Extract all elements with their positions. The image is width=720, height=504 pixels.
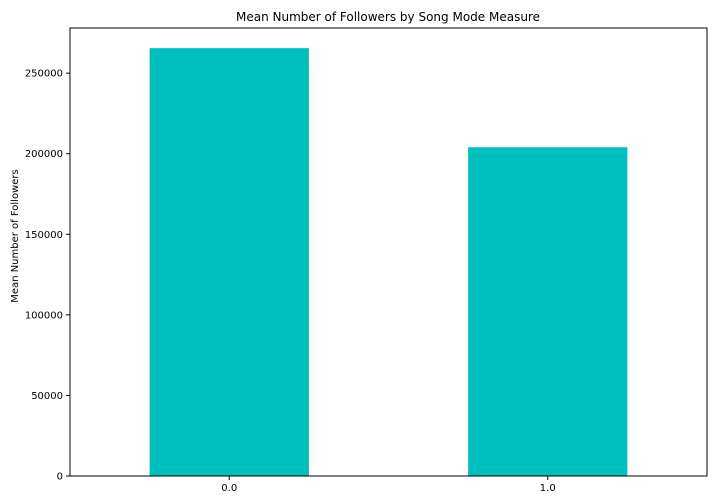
- y-tick-label-0: 0: [57, 472, 63, 483]
- bar-0: [149, 48, 309, 476]
- y-axis-label: Mean Number of Followers: [10, 169, 21, 302]
- chart-title: Mean Number of Followers by Song Mode Me…: [236, 10, 540, 24]
- x-tick-label-0: 0.0: [221, 483, 237, 494]
- y-tick-label-3: 150000: [25, 230, 63, 241]
- bar-1: [468, 147, 628, 476]
- y-ticks-group: 0 50000 100000 150000 200000 250000: [25, 69, 70, 483]
- y-tick-label-2: 100000: [25, 310, 63, 321]
- bars-group: [149, 48, 628, 476]
- x-tick-label-1: 1.0: [540, 483, 556, 494]
- y-tick-label-5: 250000: [25, 69, 63, 80]
- x-ticks-group: 0.0 1.0: [221, 476, 556, 494]
- y-tick-label-1: 50000: [31, 391, 63, 402]
- y-tick-label-4: 200000: [25, 149, 63, 160]
- plot-frame: [69, 27, 708, 477]
